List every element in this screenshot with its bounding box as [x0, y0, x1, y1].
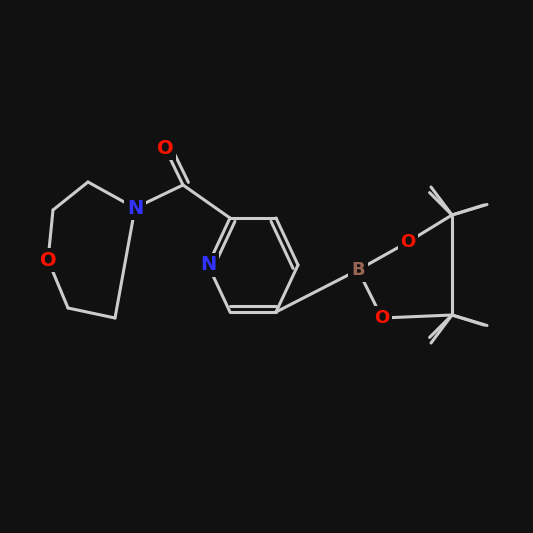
Text: O: O: [400, 233, 416, 251]
Text: O: O: [374, 309, 390, 327]
Text: N: N: [127, 198, 143, 217]
Text: O: O: [157, 139, 173, 157]
Text: N: N: [200, 255, 216, 274]
Text: B: B: [351, 261, 365, 279]
Text: O: O: [39, 251, 56, 270]
